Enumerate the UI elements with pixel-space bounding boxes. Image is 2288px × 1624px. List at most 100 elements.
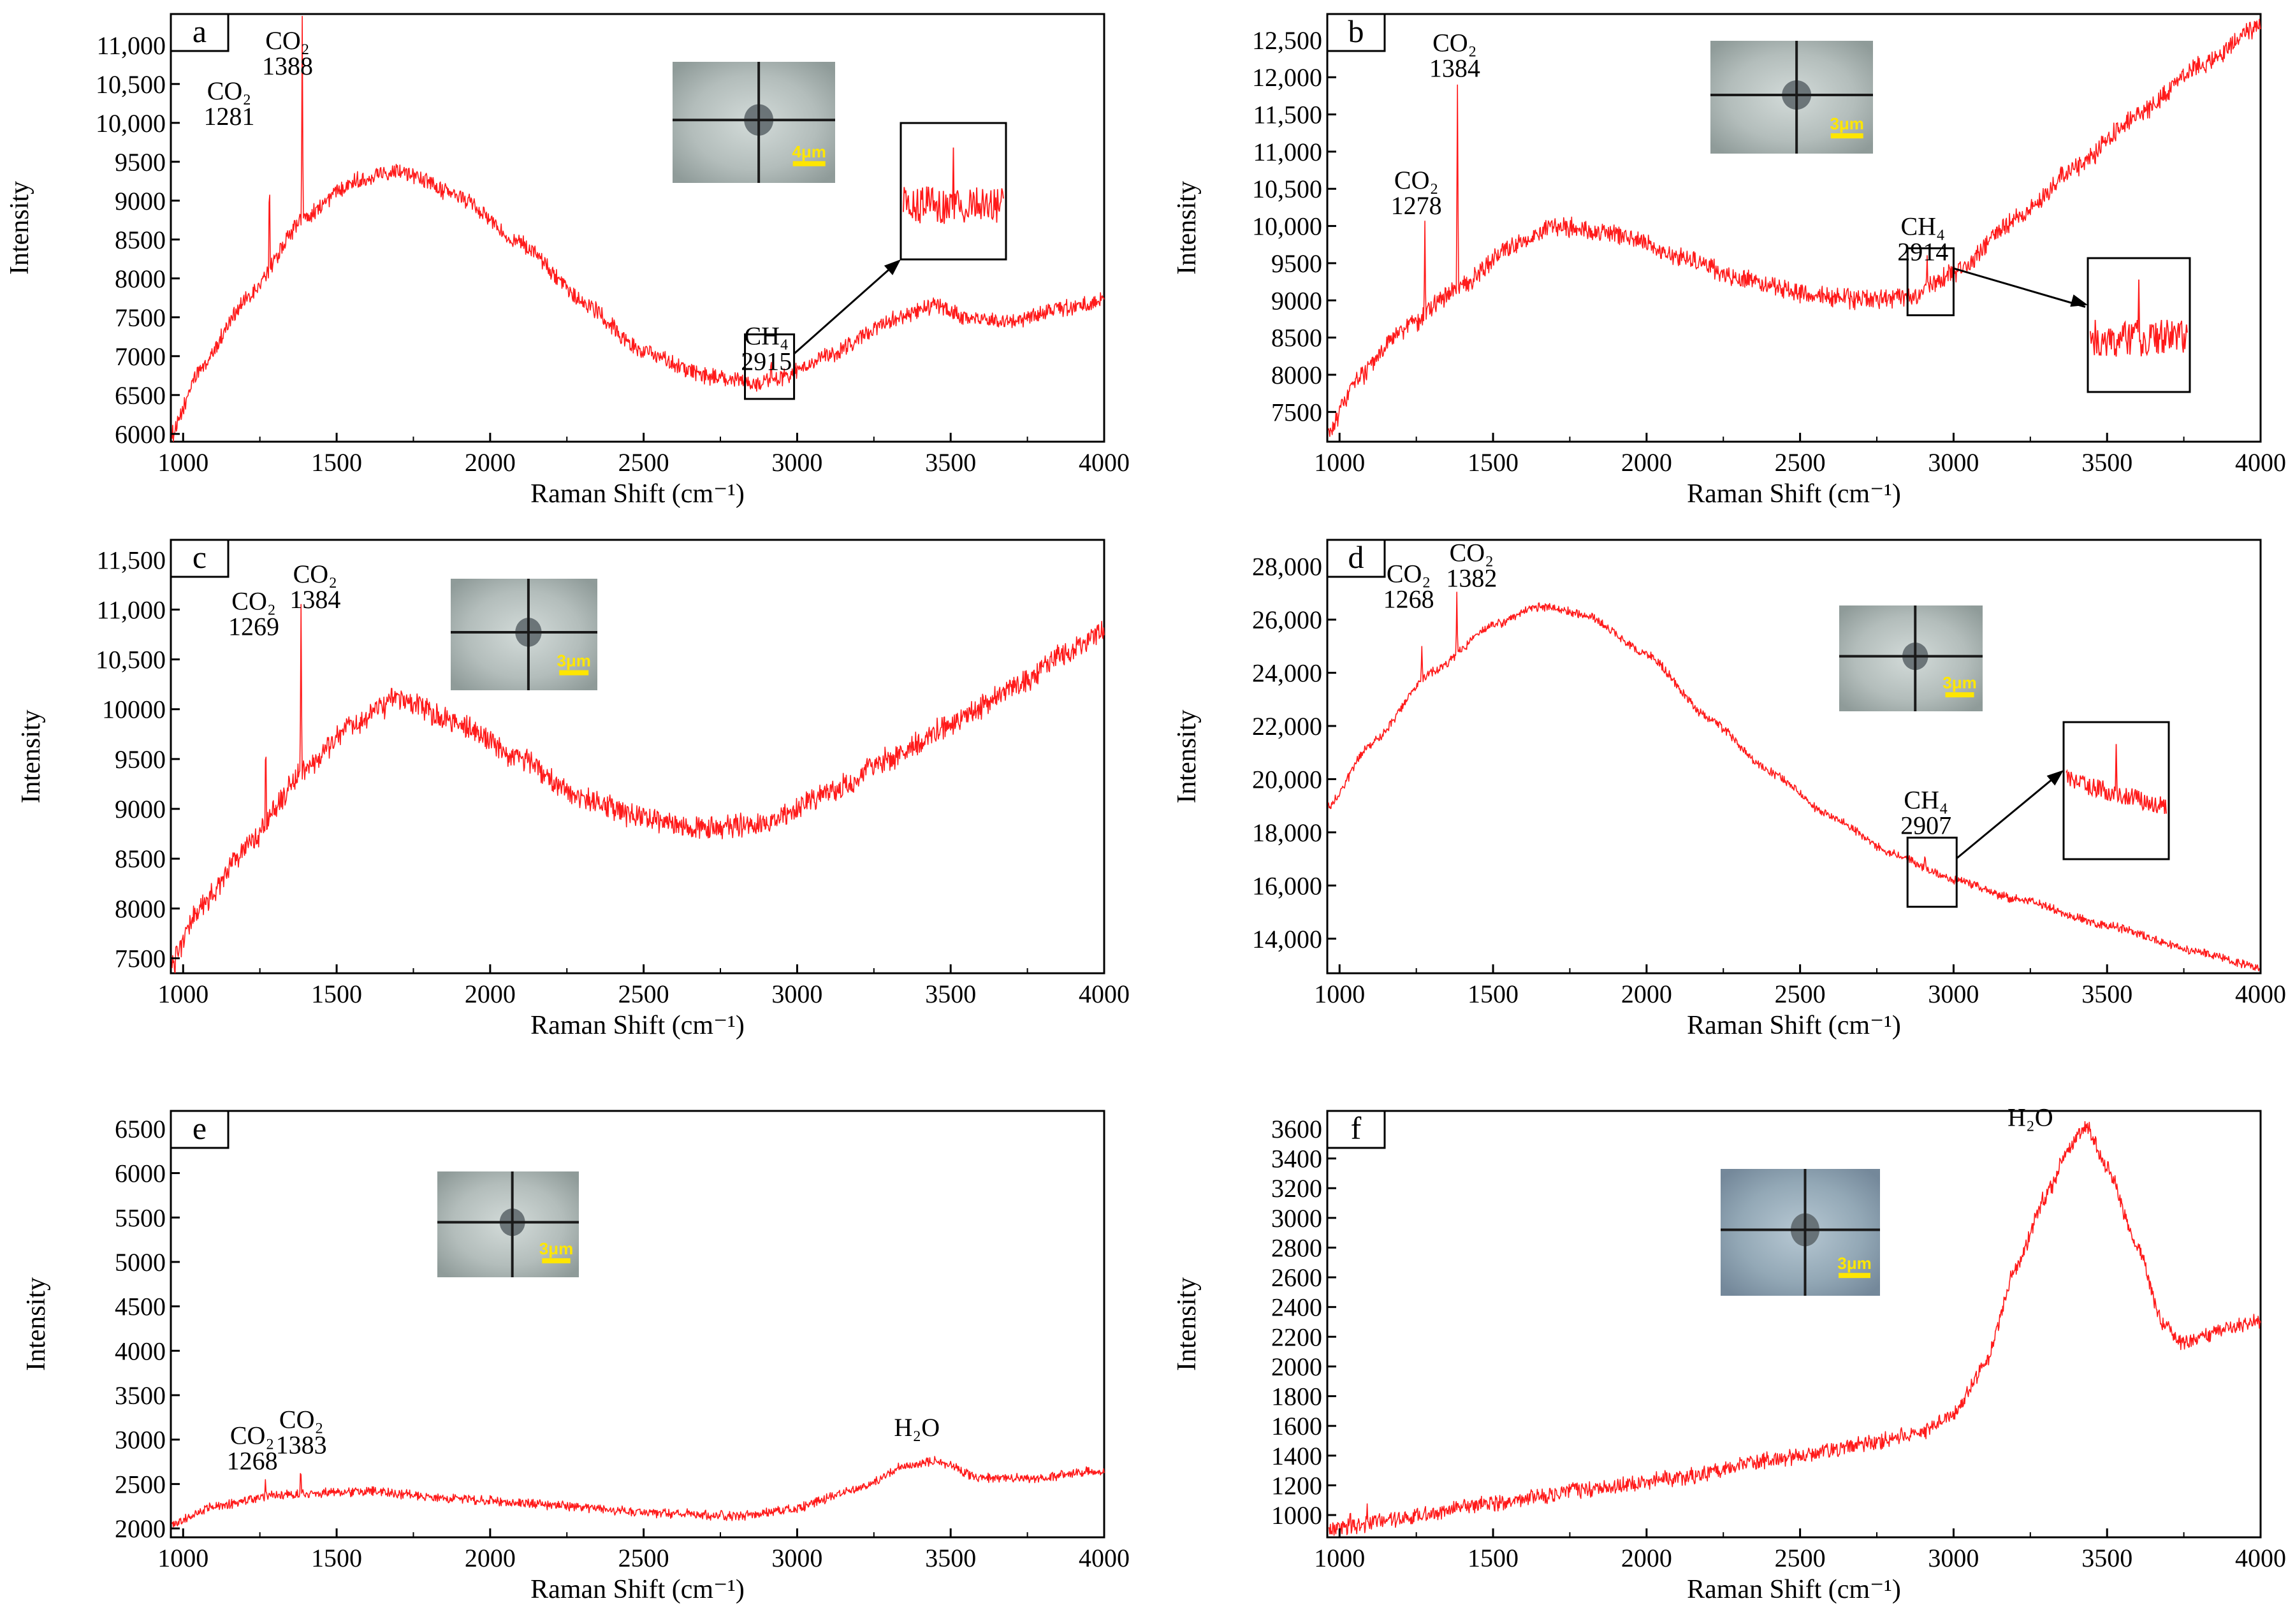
x-tick-label: 4000: [1079, 448, 1130, 477]
scale-bar: [542, 1258, 571, 1264]
x-tick-label: 3500: [2081, 448, 2132, 477]
y-tick-label: 7500: [115, 303, 166, 332]
panel-letter: a: [193, 13, 207, 49]
plot-frame: [1326, 1110, 2262, 1539]
peak-species-label: CO₂: [230, 1421, 275, 1450]
panel-letter-box: [1326, 1110, 1386, 1149]
y-tick-label: 2500: [115, 1470, 166, 1498]
y-axis-title: Intensity: [1172, 181, 1202, 275]
x-tick-label: 4000: [2235, 448, 2286, 477]
x-tick-label: 2500: [1775, 448, 1826, 477]
y-tick-label: 7500: [115, 945, 166, 973]
panel-letter-box: [170, 13, 230, 52]
x-tick-label: 2000: [1621, 1544, 1672, 1572]
x-tick-label: 1500: [311, 980, 362, 1008]
peak-shift-label: 1268: [1383, 585, 1434, 614]
peak-shift-label: 1269: [228, 612, 279, 641]
peak-shift-label: 1384: [289, 585, 340, 614]
y-tick-label: 9000: [1271, 286, 1322, 315]
y-tick-label: 12,500: [1252, 26, 1322, 55]
y-tick-label: 20,000: [1252, 765, 1322, 794]
spectrum-line: [1328, 591, 2261, 971]
y-tick-label: 5000: [115, 1248, 166, 1277]
y-tick-label: 4000: [115, 1337, 166, 1365]
peak-species-label: CH₄: [1904, 785, 1948, 814]
y-tick-label: 3400: [1271, 1145, 1322, 1173]
x-tick-label: 3000: [771, 448, 822, 477]
inclusion-photo: 3μm: [1839, 605, 1983, 711]
y-tick-label: 10000: [102, 695, 166, 724]
y-tick-label: 10,500: [1252, 175, 1322, 203]
y-tick-label: 11,000: [96, 595, 166, 624]
peak-species-label: CH₄: [745, 322, 789, 351]
zoom-inset: [2087, 257, 2191, 393]
panel-b: 1000 1500 2000 2500 3000 3500 4000 7500 8000 8500…: [1172, 13, 2286, 509]
x-tick-label: 3500: [925, 1544, 976, 1572]
spectrum-line: [171, 604, 1105, 973]
x-tick-label: 3000: [1928, 448, 1979, 477]
peak-shift-label: 1382: [1446, 563, 1497, 592]
plot-frame: [1326, 13, 2262, 443]
peak-species-label: CO₂: [265, 26, 310, 55]
spectrum-line: [171, 15, 1105, 442]
y-tick-label: 11,500: [1253, 101, 1322, 129]
x-tick-label: 2000: [465, 980, 516, 1008]
y-tick-label: 1000: [1271, 1501, 1322, 1530]
y-tick-label: 9500: [115, 148, 166, 177]
panel-letter-box: [1326, 13, 1386, 52]
zoom-inset: [2062, 721, 2170, 860]
y-tick-label: 4500: [115, 1293, 166, 1321]
zoom-spectrum-line: [2066, 744, 2167, 814]
peak-species-label: CO₂: [279, 1405, 324, 1434]
x-tick-label: 2500: [1775, 980, 1826, 1008]
x-tick-label: 1500: [1468, 1544, 1519, 1572]
y-tick-label: 3000: [115, 1426, 166, 1454]
x-tick-label: 3500: [925, 448, 976, 477]
zoom-arrow-head: [2070, 294, 2088, 307]
zoom-arrow-head: [2046, 770, 2064, 786]
panel-letter: e: [193, 1110, 207, 1146]
x-tick-label: 1500: [1468, 448, 1519, 477]
peak-shift-label: 1278: [1391, 191, 1442, 220]
x-tick-label: 3000: [771, 980, 822, 1008]
y-tick-label: 2200: [1271, 1323, 1322, 1351]
y-tick-label: 5500: [115, 1203, 166, 1232]
y-tick-label: 11,500: [96, 546, 166, 574]
x-axis-title: Raman Shift (cm⁻¹): [1687, 1011, 1901, 1040]
scale-bar: [1830, 133, 1863, 139]
panel-e: 1000 1500 2000 2500 3000 3500 4000 2000 2500 3000…: [22, 1110, 1130, 1604]
x-tick-label: 1500: [1468, 980, 1519, 1008]
y-tick-label: 8500: [115, 845, 166, 873]
peak-species-label: CO₂: [1387, 560, 1431, 588]
panel-a: 1000 1500 2000 2500 3000 3500 4000 6000 6500 7000…: [5, 13, 1130, 509]
ch4-peak-box: [1906, 836, 1958, 908]
y-tick-label: 26,000: [1252, 605, 1322, 634]
y-tick-label: 9000: [115, 187, 166, 215]
y-tick-label: 3600: [1271, 1115, 1322, 1143]
panel-letter-box: [170, 539, 230, 578]
inclusion-photo: 3μm: [1721, 1169, 1880, 1296]
scale-bar: [1839, 1273, 1870, 1279]
peak-shift-label: 1268: [227, 1447, 278, 1475]
x-tick-label: 1000: [157, 1544, 208, 1572]
panel-d: 1000 1500 2000 2500 3000 3500 4000 14,000 16,000…: [1172, 538, 2286, 1040]
y-axis-title: Intensity: [1172, 710, 1202, 804]
y-tick-label: 2800: [1271, 1233, 1322, 1262]
inclusion-photo: 3μm: [1710, 41, 1873, 154]
peak-shift-label: 2915: [741, 347, 792, 376]
zoom-arrow-head: [884, 259, 901, 275]
y-tick-label: 22,000: [1252, 712, 1322, 741]
peak-shift-label: 1281: [204, 102, 255, 131]
panel-f: 1000 1500 2000 2500 3000 3500 4000100012001400…: [1172, 1103, 2286, 1604]
scale-bar-label: 3μm: [1830, 114, 1864, 133]
ch4-peak-box: [744, 333, 796, 400]
peak-species-label: CO₂: [207, 76, 252, 105]
zoom-arrow-line: [1956, 771, 2062, 859]
x-tick-label: 2500: [618, 1544, 669, 1572]
y-axis-title: Intensity: [1172, 1277, 1202, 1371]
x-tick-label: 2000: [465, 448, 516, 477]
x-tick-label: 1000: [1314, 980, 1365, 1008]
x-tick-label: 3000: [1928, 980, 1979, 1008]
spectrum-line: [1328, 18, 2261, 437]
y-tick-label: 7500: [1271, 398, 1322, 426]
